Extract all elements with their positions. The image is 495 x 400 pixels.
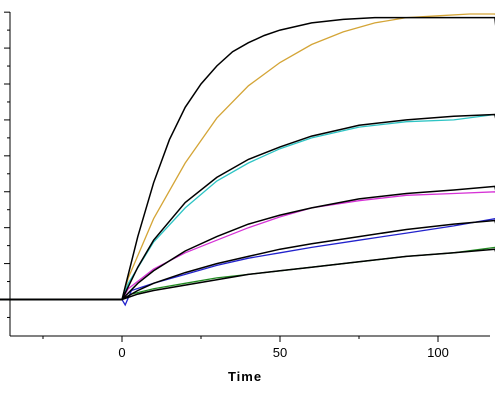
data-curve (0, 218, 495, 307)
data-curve (0, 191, 495, 301)
axes: 100-50050100150200250300 Time (4, 11, 490, 384)
fit-curve (0, 185, 495, 301)
x-axis-title: Time (228, 369, 262, 384)
y-ticks (4, 11, 10, 318)
data-curve (0, 13, 495, 301)
fit-curve (0, 219, 495, 301)
x-tick-label: 100 (427, 345, 449, 360)
fit-curve (0, 248, 495, 301)
fit-curve (0, 16, 495, 301)
data-curve (0, 113, 495, 301)
x-tick-label: 0 (118, 345, 125, 360)
x-ticks: 100-50050100150200250300 (42, 336, 449, 360)
fit-curve (0, 113, 495, 301)
x-tick-label: 50 (273, 345, 287, 360)
plot-area (0, 13, 495, 307)
